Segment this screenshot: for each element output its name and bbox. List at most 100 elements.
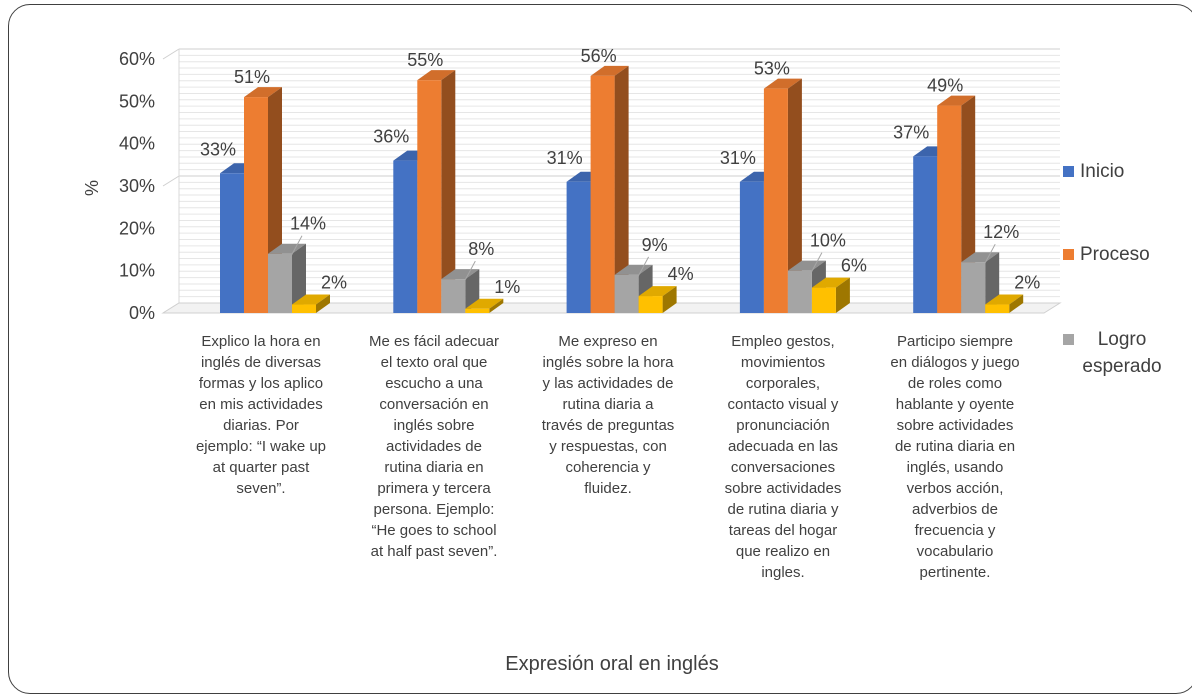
bar-top (763, 78, 802, 89)
bar-top (937, 95, 976, 106)
bar-side (316, 294, 330, 313)
x-category-label-line: Participo siempre (897, 333, 1013, 350)
y-tick-label: 10% (119, 261, 155, 281)
data-label: 8% (468, 239, 494, 259)
y-tick-label: 20% (119, 218, 155, 238)
bar-top (590, 65, 629, 76)
label-leader-line (807, 252, 823, 279)
bar-inicio (739, 181, 764, 313)
data-label: 55% (407, 50, 443, 70)
data-label: 49% (927, 76, 963, 96)
gridline-depth (162, 48, 180, 60)
x-category-label-line: diarias. Por (223, 417, 299, 434)
bar-logro-esperado (268, 253, 292, 313)
legend-label: Proceso (1080, 244, 1150, 265)
x-category-label-line: de rutina diaria en (894, 438, 1016, 455)
x-category-label-line: corporales, (745, 375, 821, 392)
x-category-label-line: inglés sobre la hora (542, 354, 674, 371)
x-category-label-line: inglés, usando (906, 459, 1004, 476)
x-category-label-line: rutina diaria en (384, 459, 484, 476)
x-category-label-line: en mis actividades (199, 396, 323, 413)
bar-series-4 (985, 304, 1010, 313)
x-category-label: Explico la hora en inglés de diversas form… (186, 331, 336, 499)
x-category-label-line: coherencia y (565, 459, 651, 476)
y-tick-label: 50% (119, 91, 155, 111)
x-category-label-line: contacto visual y (727, 396, 839, 413)
x-category-label-line: en diálogos y juego (890, 354, 1020, 371)
bar-side (787, 78, 802, 313)
x-category-label: Me expreso en inglés sobre la hora y las a… (533, 331, 683, 499)
bar-series-4 (638, 296, 663, 313)
label-leader-line (980, 243, 996, 271)
bar-series-4 (811, 287, 836, 313)
x-category-label-line: Me es fácil adecuar (368, 333, 500, 350)
x-category-label-line: de rutina diaria y (727, 501, 839, 518)
x-category-label-line: rutina diaria a (562, 396, 654, 413)
bar-proceso (937, 105, 962, 313)
x-category-label-line: fluidez. (584, 480, 632, 497)
bar-side (1009, 294, 1024, 313)
data-label: 10% (810, 231, 846, 251)
bar-top (811, 277, 850, 288)
bar-series-4 (465, 308, 490, 313)
y-axis-label: % (82, 180, 102, 196)
bar-proceso (763, 88, 788, 313)
data-label: 12% (983, 222, 1019, 242)
bar-series-4 (292, 304, 316, 313)
x-axis-title: Expresión oral en inglés (505, 653, 718, 675)
x-category-label-line: tareas del hogar (728, 522, 838, 539)
data-label: 14% (290, 214, 326, 234)
data-label: 6% (841, 256, 867, 276)
x-category-label-line: el texto oral que (380, 354, 488, 371)
bar-side (662, 286, 677, 313)
data-label: 36% (373, 127, 409, 147)
x-category-label-line: primera y tercera (377, 480, 491, 497)
label-leader-line (460, 260, 476, 288)
x-category-label-line: Explico la hora en (201, 333, 321, 350)
legend-swatch (1063, 166, 1074, 177)
x-category-label-line: y respuestas, con (549, 438, 667, 455)
bar-side (489, 298, 504, 313)
x-category-label-line: escucho a una (385, 375, 483, 392)
x-category-label-line: ingles. (761, 564, 805, 581)
bar-logro-esperado (441, 279, 466, 313)
bar-logro-esperado (614, 274, 639, 313)
data-label: 56% (581, 46, 617, 66)
y-tick-label: 40% (119, 134, 155, 154)
bar-side (614, 65, 629, 313)
x-category-label-line: pertinente. (919, 564, 991, 581)
y-tick-label: 0% (129, 303, 155, 323)
x-category-label-line: conversación en (379, 396, 489, 413)
x-category-label-line: seven”. (236, 480, 286, 497)
x-category-label-line: ejemplo: “I wake up (195, 438, 327, 455)
data-label: 2% (1014, 273, 1040, 293)
x-category-label-line: y las actividades de (542, 375, 674, 392)
bar-proceso (590, 75, 615, 313)
data-label: 53% (754, 59, 790, 79)
bar-side (441, 70, 456, 314)
bar-side (835, 277, 850, 313)
bar-top (292, 294, 330, 305)
x-category-label-line: pronunciación (736, 417, 830, 434)
x-category-label-line: formas y los aplico (198, 375, 324, 392)
bar-inicio (393, 160, 418, 313)
x-category-label-line: través de preguntas (541, 417, 675, 434)
x-category-label-line: vocabulario (916, 543, 994, 560)
x-category-label: Empleo gestos, movimientos corporales, cont… (708, 331, 858, 583)
data-label: 1% (494, 277, 520, 297)
legend-label: esperado (1082, 356, 1161, 377)
x-category-label: Me es fácil adecuar el texto oral que escu… (359, 331, 509, 562)
data-label: 4% (668, 264, 694, 284)
y-tick-label: 30% (119, 176, 155, 196)
bar-top (465, 298, 504, 309)
y-tick-label: 60% (119, 49, 155, 69)
x-category-label-line: movimientos (740, 354, 826, 371)
bar-logro-esperado (961, 262, 986, 313)
bar-proceso (244, 97, 268, 313)
x-category-label-line: sobre actividades (724, 480, 842, 497)
data-label: 51% (234, 67, 270, 87)
data-label: 9% (642, 235, 668, 255)
data-label: 33% (200, 139, 236, 159)
x-category-label-line: actividades de (386, 438, 482, 455)
x-category-label-line: de roles como (907, 375, 1003, 392)
